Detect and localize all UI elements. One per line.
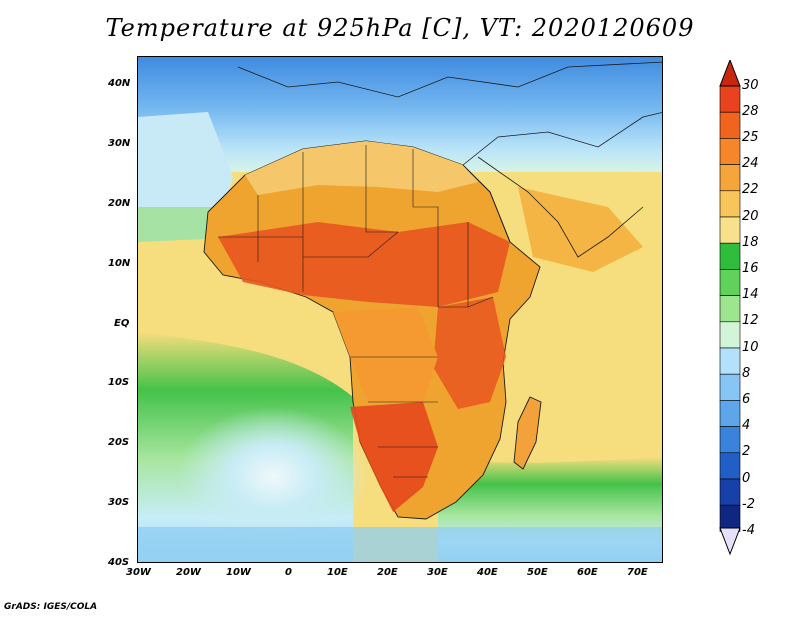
lon-label-60e: 60E <box>577 567 598 578</box>
central-africa-warm <box>333 307 438 402</box>
colorbar-label-16: 16 <box>742 261 759 276</box>
southern-africa-hot <box>350 402 438 512</box>
colorbar-segment <box>719 242 741 270</box>
colorbar-label-6: 6 <box>742 392 751 407</box>
atlantic-cool-zone <box>138 112 233 232</box>
lat-label-20n: 20N <box>108 198 131 209</box>
colorbar-segment <box>719 478 741 506</box>
temperature-map <box>137 56 663 563</box>
colorbar-segment <box>719 321 741 349</box>
east-africa-hot <box>433 297 506 409</box>
colorbar-segment <box>719 452 741 480</box>
lat-label-10n: 10N <box>108 258 131 269</box>
lon-label-70e: 70E <box>627 567 648 578</box>
lon-label-20w: 20W <box>176 567 201 578</box>
colorbar-segment <box>719 269 741 296</box>
lon-label-20e: 20E <box>377 567 398 578</box>
colorbar-label-24: 24 <box>742 156 759 171</box>
colorbar-label-4: 4 <box>742 418 751 433</box>
map-title: Temperature at 925hPa [C], VT: 202012060… <box>105 14 695 42</box>
colorbar-label-0: 0 <box>742 471 751 486</box>
colorbar-segment <box>719 85 741 113</box>
country-borders <box>218 145 494 478</box>
colorbar-segment <box>719 295 741 323</box>
lon-label-10e: 10E <box>327 567 348 578</box>
lat-label-10s: 10S <box>108 377 130 388</box>
lat-label-30s: 30S <box>108 497 130 508</box>
colorbar-label-22: 22 <box>742 182 759 197</box>
sahel-hot-belt <box>218 222 510 307</box>
lat-label-40n: 40N <box>108 78 131 89</box>
colorbar-label-8: 8 <box>742 366 751 381</box>
colorbar-label-28: 28 <box>742 104 759 119</box>
colorbar-segment <box>719 504 741 532</box>
middle-east-coastline <box>462 112 662 166</box>
europe-coastline <box>237 61 662 98</box>
colorbar-segment <box>719 111 741 139</box>
colorbar-label-25: 25 <box>742 130 759 145</box>
grads-credit: GrADS: IGES/COLA <box>4 602 98 612</box>
lon-label-40e: 40E <box>477 567 498 578</box>
lat-label-20s: 20S <box>108 437 130 448</box>
arabian-peninsula-warm <box>518 187 643 272</box>
temperature-map-canvas <box>138 57 662 562</box>
colorbar-segment <box>719 190 741 218</box>
madagascar <box>513 396 542 470</box>
colorbar-label-10: 10 <box>742 340 759 355</box>
colorbar-label-minus4: -4 <box>742 523 755 538</box>
colorbar-segment <box>719 138 741 165</box>
colorbar-top-arrow <box>719 60 741 87</box>
lon-label-10w: 10W <box>226 567 251 578</box>
colorbar-label-2: 2 <box>742 444 751 459</box>
colorbar-bottom-arrow <box>719 527 741 556</box>
colorbar <box>719 60 741 556</box>
lat-label-30n: 30N <box>108 138 131 149</box>
colorbar-segment <box>719 347 741 375</box>
red-sea-coast <box>462 164 511 243</box>
lon-label-30w: 30W <box>126 567 151 578</box>
colorbar-segment <box>719 373 741 401</box>
colorbar-label-12: 12 <box>742 313 759 328</box>
colorbar-label-18: 18 <box>742 235 759 250</box>
colorbar-segment <box>719 426 741 454</box>
colorbar-segment <box>719 216 741 244</box>
colorbar-label-minus2: -2 <box>742 497 755 512</box>
lon-label-0: 0 <box>285 567 292 578</box>
colorbar-segment <box>719 400 741 427</box>
lon-label-50e: 50E <box>527 567 548 578</box>
south-atlantic-high <box>178 407 368 547</box>
lon-label-30e: 30E <box>427 567 448 578</box>
colorbar-segment <box>719 164 741 192</box>
colorbar-segments <box>719 85 741 532</box>
colorbar-label-30: 30 <box>742 78 759 93</box>
lat-label-40s: 40S <box>108 557 130 568</box>
colorbar-label-20: 20 <box>742 209 759 224</box>
colorbar-label-14: 14 <box>742 287 759 302</box>
lat-label-eq: EQ <box>114 318 130 329</box>
far-south-band <box>138 527 662 562</box>
arabia-coast <box>477 156 644 258</box>
